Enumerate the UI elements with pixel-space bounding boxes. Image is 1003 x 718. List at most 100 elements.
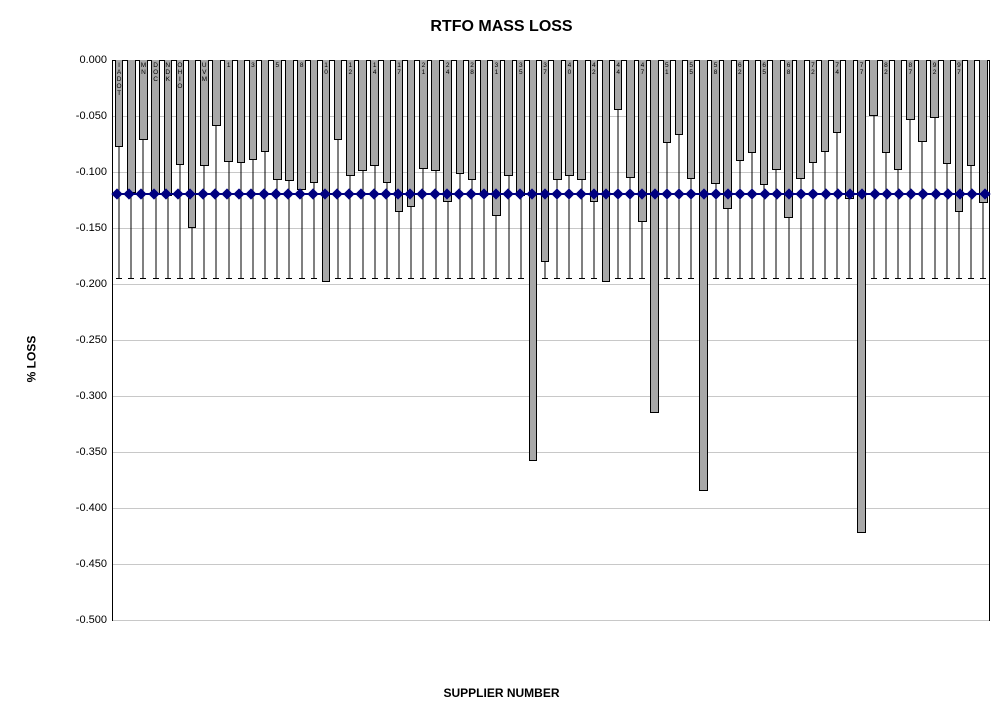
error-bar — [666, 143, 667, 279]
bar-category-label: 1 7 — [397, 62, 401, 76]
bar-slot — [746, 60, 758, 620]
chart-title-text: RTFO MASS LOSS — [430, 18, 572, 35]
error-bar-cap — [798, 278, 804, 279]
error-bar-cap — [384, 278, 390, 279]
error-bar — [593, 202, 594, 278]
error-bar — [155, 194, 156, 278]
reference-line — [113, 193, 989, 195]
error-bar-cap — [627, 278, 633, 279]
bar — [358, 60, 367, 171]
bar-slot: 7 2 — [807, 60, 819, 620]
bar — [894, 60, 903, 170]
error-bar-cap — [189, 278, 195, 279]
error-bar-cap — [566, 278, 572, 279]
error-bar-cap — [713, 278, 719, 279]
bar-slot — [770, 60, 782, 620]
error-bar-cap — [250, 278, 256, 279]
bar — [127, 60, 136, 193]
bar-slot: 6 5 — [758, 60, 770, 620]
bar-slot — [941, 60, 953, 620]
bar-slot: 3 — [247, 60, 259, 620]
bar-slot: M N — [137, 60, 149, 620]
bar — [772, 60, 781, 170]
error-bar-cap — [335, 278, 341, 279]
bar — [821, 60, 830, 152]
error-bar — [192, 228, 193, 278]
error-bar-cap — [238, 278, 244, 279]
bar — [224, 60, 233, 162]
error-bar — [971, 166, 972, 278]
error-bar — [484, 196, 485, 279]
bar-category-label: 2 1 — [422, 62, 426, 76]
error-bar — [228, 162, 229, 278]
bar — [529, 60, 538, 461]
bar-category-label: 9 2 — [933, 62, 937, 76]
error-bar — [849, 199, 850, 279]
error-bar-cap — [542, 278, 548, 279]
bar-category-label: 1 4 — [373, 62, 377, 76]
bar-slot — [503, 60, 515, 620]
y-tick-label: -0.400 — [76, 502, 107, 514]
error-bar-cap — [749, 278, 755, 279]
bar — [468, 60, 477, 180]
y-tick-label: -0.100 — [76, 166, 107, 178]
error-bar-cap — [518, 278, 524, 279]
error-bar — [922, 142, 923, 279]
error-bar-cap — [932, 278, 938, 279]
error-bar-cap — [688, 278, 694, 279]
bar-slot: 3 7 — [539, 60, 551, 620]
error-bar-cap — [493, 278, 499, 279]
error-bar — [642, 222, 643, 278]
error-bar — [776, 170, 777, 279]
bar-slot — [697, 60, 709, 620]
chart-page: RTFO MASS LOSS % LOSS SUPPLIER NUMBER 0.… — [0, 0, 1003, 718]
bar — [273, 60, 282, 180]
bar-slot: 7 4 — [831, 60, 843, 620]
bar-category-label: 2 8 — [470, 62, 474, 76]
bar-category-label: 5 — [276, 62, 280, 69]
bar — [431, 60, 440, 171]
bar — [322, 60, 331, 282]
bar-slot — [210, 60, 222, 620]
error-bar — [727, 209, 728, 278]
error-bar-cap — [226, 278, 232, 279]
error-bar-cap — [153, 278, 159, 279]
error-bar-cap — [457, 278, 463, 279]
bar-category-label: 8 — [300, 62, 304, 69]
bar-category-label: 1 0 — [324, 62, 328, 76]
error-bar — [958, 212, 959, 278]
bar-slot: 5 1 — [661, 60, 673, 620]
error-bar-cap — [396, 278, 402, 279]
bar-slot — [454, 60, 466, 620]
error-bar-cap — [408, 278, 414, 279]
bar-category-label: 3 — [251, 62, 255, 69]
bar-slot — [186, 60, 198, 620]
bar-category-label: 7 2 — [811, 62, 815, 76]
error-bar — [812, 163, 813, 278]
error-bar — [678, 135, 679, 278]
bar-slot: 5 8 — [709, 60, 721, 620]
bar-slot — [429, 60, 441, 620]
error-bar-cap — [128, 278, 134, 279]
bar — [383, 60, 392, 183]
bar — [748, 60, 757, 153]
bar — [504, 60, 513, 176]
bar — [516, 60, 525, 196]
error-bar-cap — [262, 278, 268, 279]
bar-slot: 2 8 — [466, 60, 478, 620]
error-bar — [739, 161, 740, 279]
bar-slot: 8 2 — [880, 60, 892, 620]
bar-slot — [624, 60, 636, 620]
error-bar — [386, 183, 387, 278]
error-bar-cap — [286, 278, 292, 279]
y-tick-label: -0.450 — [76, 558, 107, 570]
bar — [285, 60, 294, 181]
error-bar-cap — [639, 278, 645, 279]
error-bar — [338, 140, 339, 279]
error-bar-cap — [846, 278, 852, 279]
error-bar-cap — [871, 278, 877, 279]
bar-category-label: 7 4 — [835, 62, 839, 76]
bar-slot: O H I O — [174, 60, 186, 620]
bar-category-label: D O C — [153, 62, 158, 83]
error-bar-cap — [980, 278, 986, 279]
